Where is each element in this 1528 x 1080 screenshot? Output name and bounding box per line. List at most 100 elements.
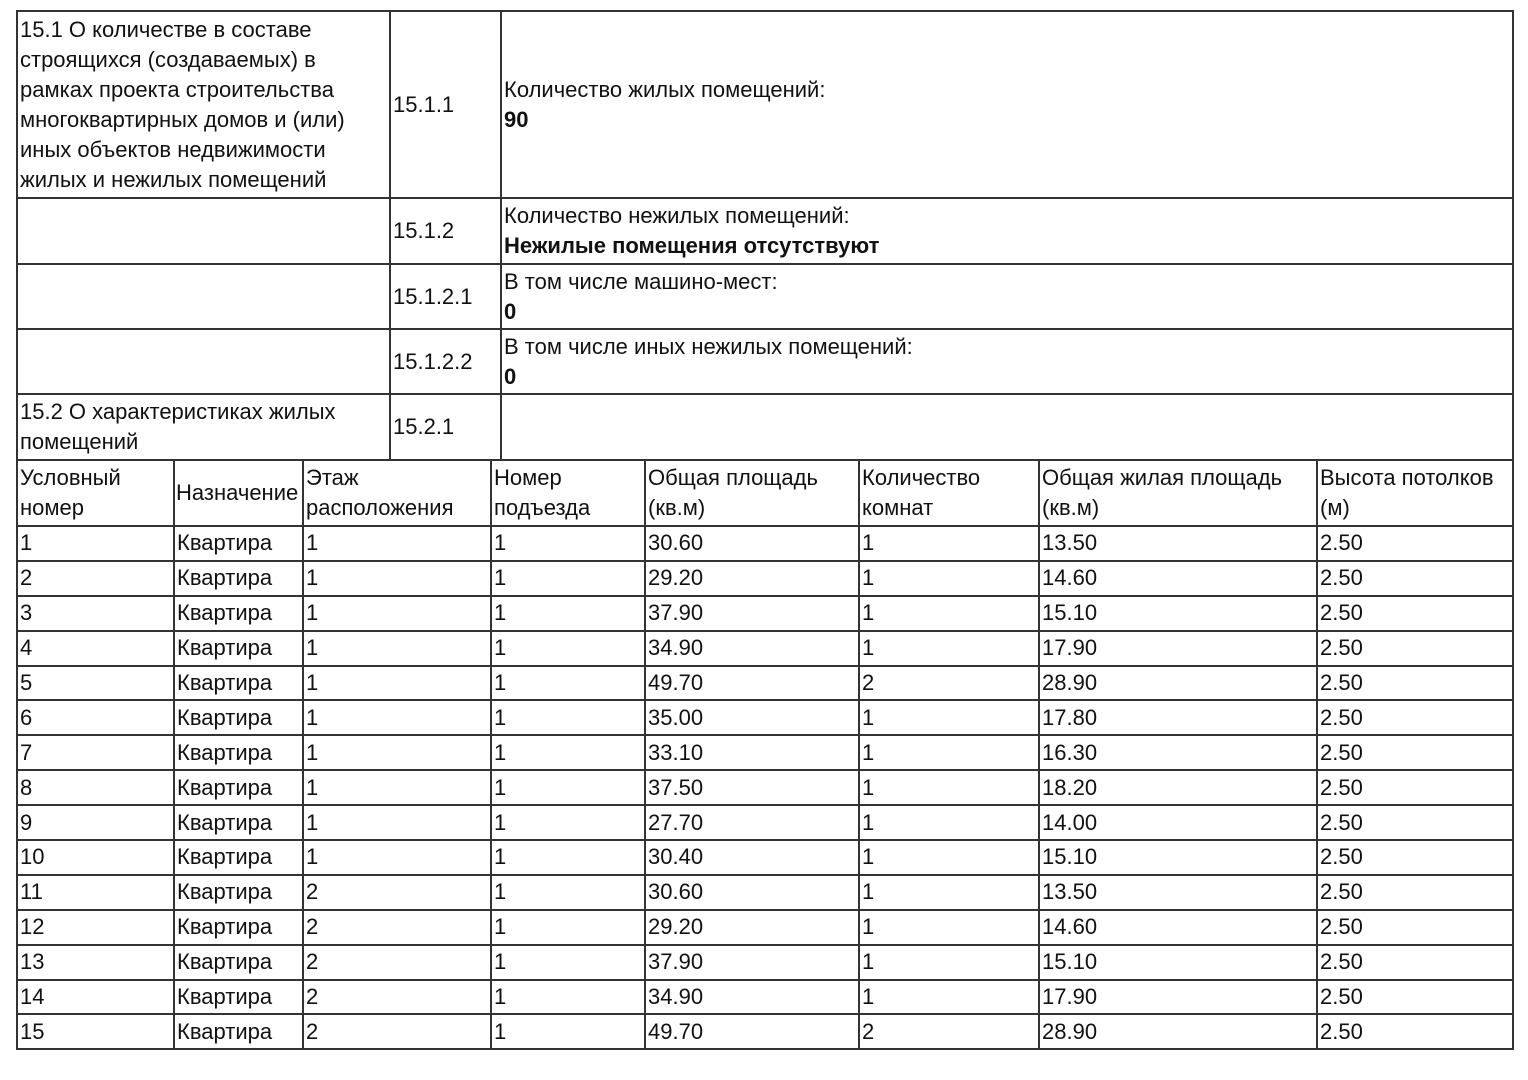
table-cell: 37.90 — [644, 594, 860, 632]
table-cell: 2 — [302, 908, 492, 946]
table-cell: 1 — [302, 804, 492, 842]
table-row: 14 Квартира 2 1 34.90 1 17.90 2.50 — [16, 978, 1514, 1016]
table-cell: 2.50 — [1316, 978, 1514, 1016]
table-row: 10 Квартира 1 1 30.40 1 15.10 2.50 — [16, 839, 1514, 876]
table-cell: 1 — [858, 943, 1040, 981]
table-cell: Квартира — [173, 769, 304, 807]
table-cell: 3 — [16, 594, 175, 632]
section-content: В том числе машино-мест: 0 — [500, 263, 1514, 330]
table-cell: 2 — [858, 664, 1040, 702]
table-cell: 1 — [490, 769, 646, 807]
table-cell: Квартира — [173, 908, 304, 946]
section-content: Количество жилых помещений: 90 — [500, 10, 1514, 199]
table-cell: 1 — [302, 664, 492, 702]
table-cell: 1 — [858, 559, 1040, 597]
table-cell: 15.10 — [1038, 943, 1318, 981]
sections-table: 15.1 О количестве в составе строящихся (… — [16, 10, 1514, 461]
section-label — [16, 197, 391, 265]
section-code: 15.2.1 — [389, 393, 502, 461]
table-cell: 14 — [16, 978, 175, 1016]
table-cell: 2 — [302, 943, 492, 981]
table-cell: 2 — [858, 1013, 1040, 1051]
table-cell: 1 — [490, 1013, 646, 1051]
table-cell: 33.10 — [644, 734, 860, 772]
table-cell: 2.50 — [1316, 664, 1514, 702]
section-code: 15.1.2.1 — [389, 263, 502, 330]
table-cell: Квартира — [173, 943, 304, 981]
section-code: 15.1.2 — [389, 197, 502, 265]
table-cell: 1 — [858, 769, 1040, 807]
table-cell: 30.60 — [644, 525, 860, 562]
column-header: Высота потолков (м) — [1316, 459, 1514, 527]
table-cell: 13 — [16, 943, 175, 981]
table-cell: Квартира — [173, 839, 304, 876]
table-cell: 1 — [302, 594, 492, 632]
column-header: Общая площадь (кв.м) — [644, 459, 860, 527]
table-header-row: Условный номер Назначение Этаж расположени… — [16, 459, 1514, 527]
table-cell: 1 — [490, 873, 646, 911]
table-row: 8 Квартира 1 1 37.50 1 18.20 2.50 — [16, 769, 1514, 807]
table-cell: 17.90 — [1038, 629, 1318, 667]
table-cell: 2 — [302, 873, 492, 911]
table-cell: 2.50 — [1316, 594, 1514, 632]
table-cell: 2.50 — [1316, 699, 1514, 737]
table-cell: 1 — [302, 734, 492, 772]
table-cell: 1 — [302, 699, 492, 737]
section-row: 15.1.2.2 В том числе иных нежилых помещен… — [16, 328, 1514, 395]
section-content — [500, 393, 1514, 461]
table-cell: Квартира — [173, 629, 304, 667]
table-cell: 2.50 — [1316, 559, 1514, 597]
table-cell: 2.50 — [1316, 629, 1514, 667]
section-value: Нежилые помещения отсутствуют — [504, 233, 880, 258]
apartments-table: Условный номер Назначение Этаж расположени… — [16, 459, 1514, 1051]
section-value: 0 — [504, 363, 517, 389]
table-cell: 37.50 — [644, 769, 860, 807]
section-title: В том числе иных нежилых помещений: — [504, 333, 913, 359]
table-cell: 1 — [490, 839, 646, 876]
table-cell: 2.50 — [1316, 1013, 1514, 1051]
section-title: Количество жилых помещений: — [504, 76, 826, 102]
section-row: 15.1.2 Количество нежилых помещений: Нежил… — [16, 197, 1514, 265]
table-cell: 49.70 — [644, 1013, 860, 1051]
table-cell: 1 — [858, 978, 1040, 1016]
table-cell: 27.70 — [644, 804, 860, 842]
table-cell: 1 — [490, 699, 646, 737]
table-row: 5 Квартира 1 1 49.70 2 28.90 2.50 — [16, 664, 1514, 702]
table-cell: 34.90 — [644, 978, 860, 1016]
section-row: 15.1.2.1 В том числе машино-мест: 0 — [16, 263, 1514, 330]
table-row: 13 Квартира 2 1 37.90 1 15.10 2.50 — [16, 943, 1514, 981]
table-cell: 34.90 — [644, 629, 860, 667]
table-cell: 9 — [16, 804, 175, 842]
column-header: Условный номер — [16, 459, 175, 527]
column-header: Этаж расположения — [302, 459, 492, 527]
table-cell: 29.20 — [644, 559, 860, 597]
table-row: 15 Квартира 2 1 49.70 2 28.90 2.50 — [16, 1013, 1514, 1051]
section-label — [16, 328, 391, 395]
table-cell: 1 — [490, 594, 646, 632]
table-cell: Квартира — [173, 525, 304, 562]
table-cell: 7 — [16, 734, 175, 772]
table-cell: 2.50 — [1316, 839, 1514, 876]
table-cell: 28.90 — [1038, 664, 1318, 702]
table-cell: 1 — [858, 699, 1040, 737]
table-cell: 1 — [858, 525, 1040, 562]
table-cell: 15 — [16, 1013, 175, 1051]
table-cell: 2 — [302, 978, 492, 1016]
table-cell: Квартира — [173, 594, 304, 632]
table-row: 6 Квартира 1 1 35.00 1 17.80 2.50 — [16, 699, 1514, 737]
table-cell: 13.50 — [1038, 873, 1318, 911]
table-cell: 2.50 — [1316, 804, 1514, 842]
section-content: В том числе иных нежилых помещений: 0 — [500, 328, 1514, 395]
table-cell: 1 — [490, 734, 646, 772]
table-cell: 1 — [302, 559, 492, 597]
section-title: Количество нежилых помещений: — [504, 203, 850, 228]
table-cell: 1 — [302, 839, 492, 876]
table-cell: 15.10 — [1038, 594, 1318, 632]
table-cell: 2.50 — [1316, 769, 1514, 807]
table-cell: 28.90 — [1038, 1013, 1318, 1051]
table-cell: 2.50 — [1316, 943, 1514, 981]
table-cell: 14.60 — [1038, 908, 1318, 946]
table-cell: Квартира — [173, 559, 304, 597]
table-cell: 1 — [16, 525, 175, 562]
table-cell: 2.50 — [1316, 525, 1514, 562]
